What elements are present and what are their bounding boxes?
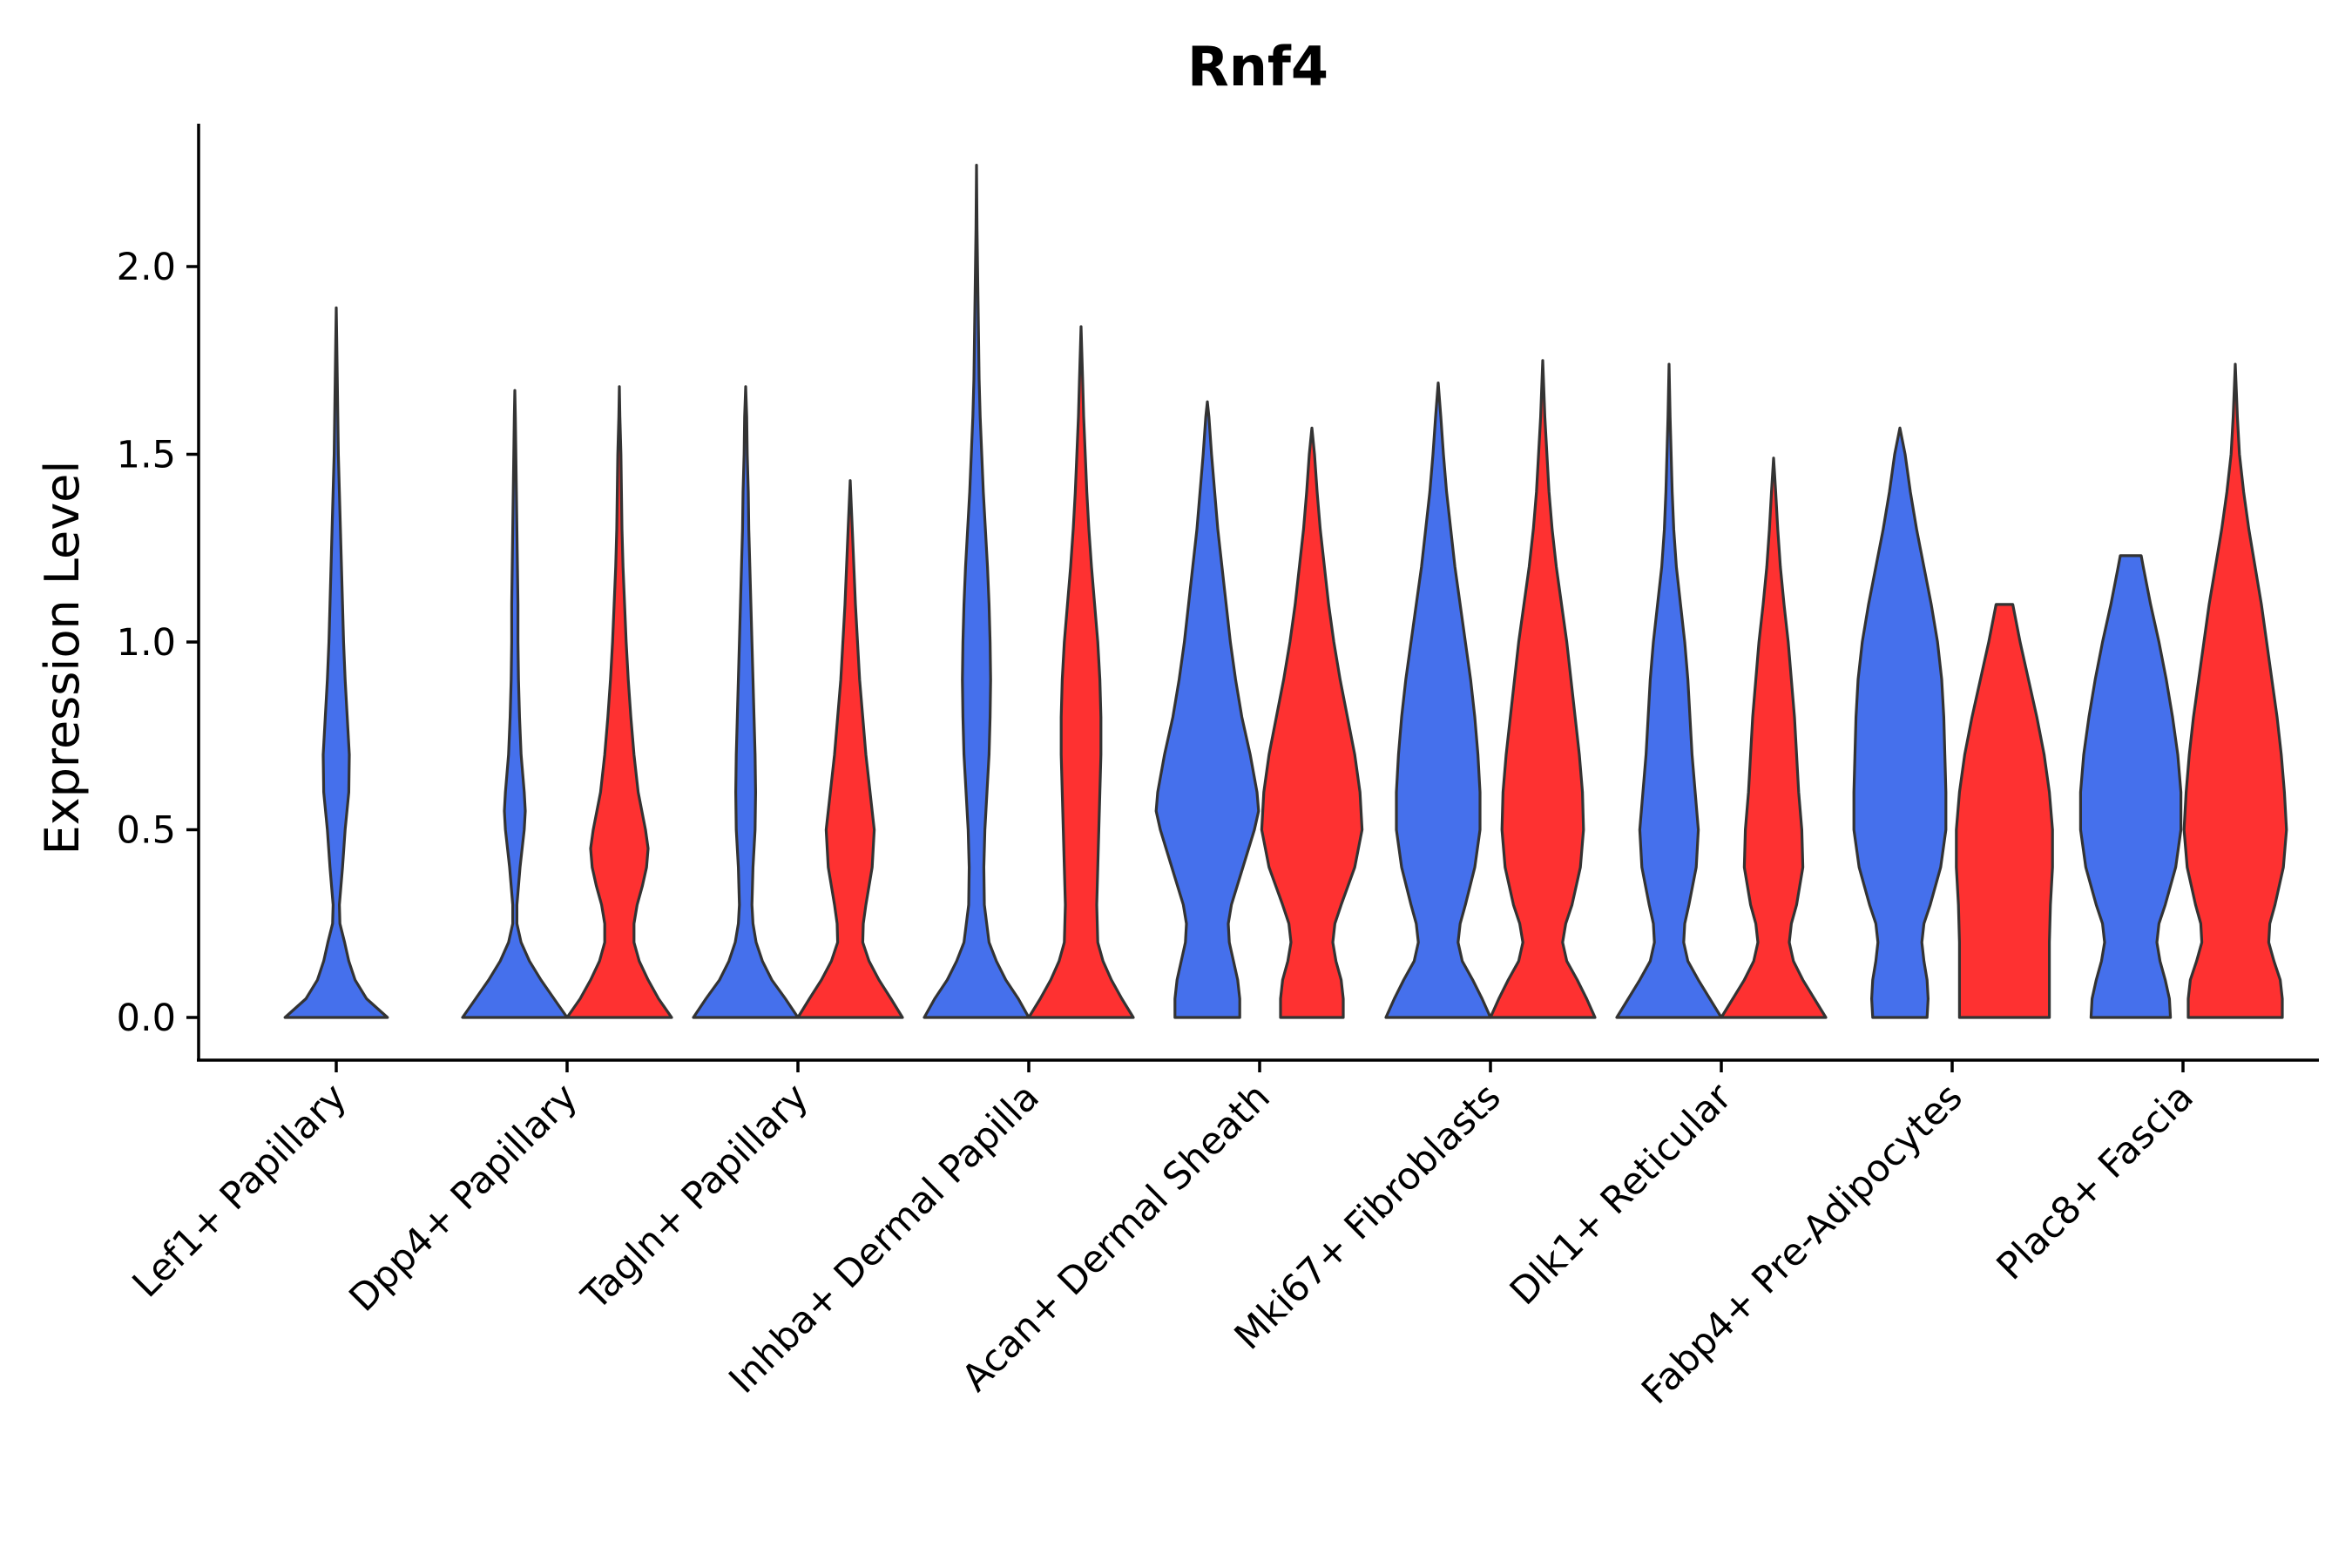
y-axis-ticks: 0.0 0.5 1.0 1.5 2.0 (117, 246, 199, 1040)
chart-title: Rnf4 (1187, 35, 1328, 98)
violin-group1 (1154, 400, 1260, 1019)
x-tick-label: Tagln+ Papillary (573, 1075, 817, 1319)
violin-group2 (2182, 362, 2288, 1019)
violin-group2 (1955, 603, 2054, 1019)
violin-group1 (923, 164, 1031, 1019)
violin-group1 (1384, 382, 1492, 1019)
violin-group2 (1027, 325, 1135, 1019)
y-tick-label: 0.5 (117, 809, 176, 853)
violin-group2 (1260, 426, 1364, 1019)
violin-group2 (796, 479, 904, 1019)
violin-group1 (692, 385, 800, 1019)
violin-group1 (1852, 426, 1948, 1019)
y-tick-label: 0.0 (117, 997, 176, 1040)
violin-group1 (461, 389, 569, 1019)
x-tick-label: Dpp4+ Papillary (341, 1075, 586, 1320)
violin-group2 (1720, 456, 1828, 1019)
violin-group1 (2078, 554, 2183, 1019)
x-tick-label: Plac8+ Fascia (1989, 1075, 2202, 1288)
y-tick-label: 1.0 (117, 621, 176, 665)
x-tick-label: Lef1+ Papillary (125, 1075, 355, 1306)
violin-group2 (565, 385, 673, 1019)
x-tick-label: Mki67+ Fibroblasts (1227, 1075, 1510, 1358)
y-tick-label: 2.0 (117, 246, 176, 289)
violin-group1 (283, 306, 389, 1019)
x-tick-label: Dlk1+ Reticular (1502, 1075, 1740, 1314)
violin-group2 (1489, 359, 1597, 1019)
violins-layer (283, 164, 2288, 1019)
y-tick-label: 1.5 (117, 434, 176, 477)
violin-group1 (1615, 362, 1723, 1019)
y-axis-title: Expression Level (35, 461, 90, 855)
